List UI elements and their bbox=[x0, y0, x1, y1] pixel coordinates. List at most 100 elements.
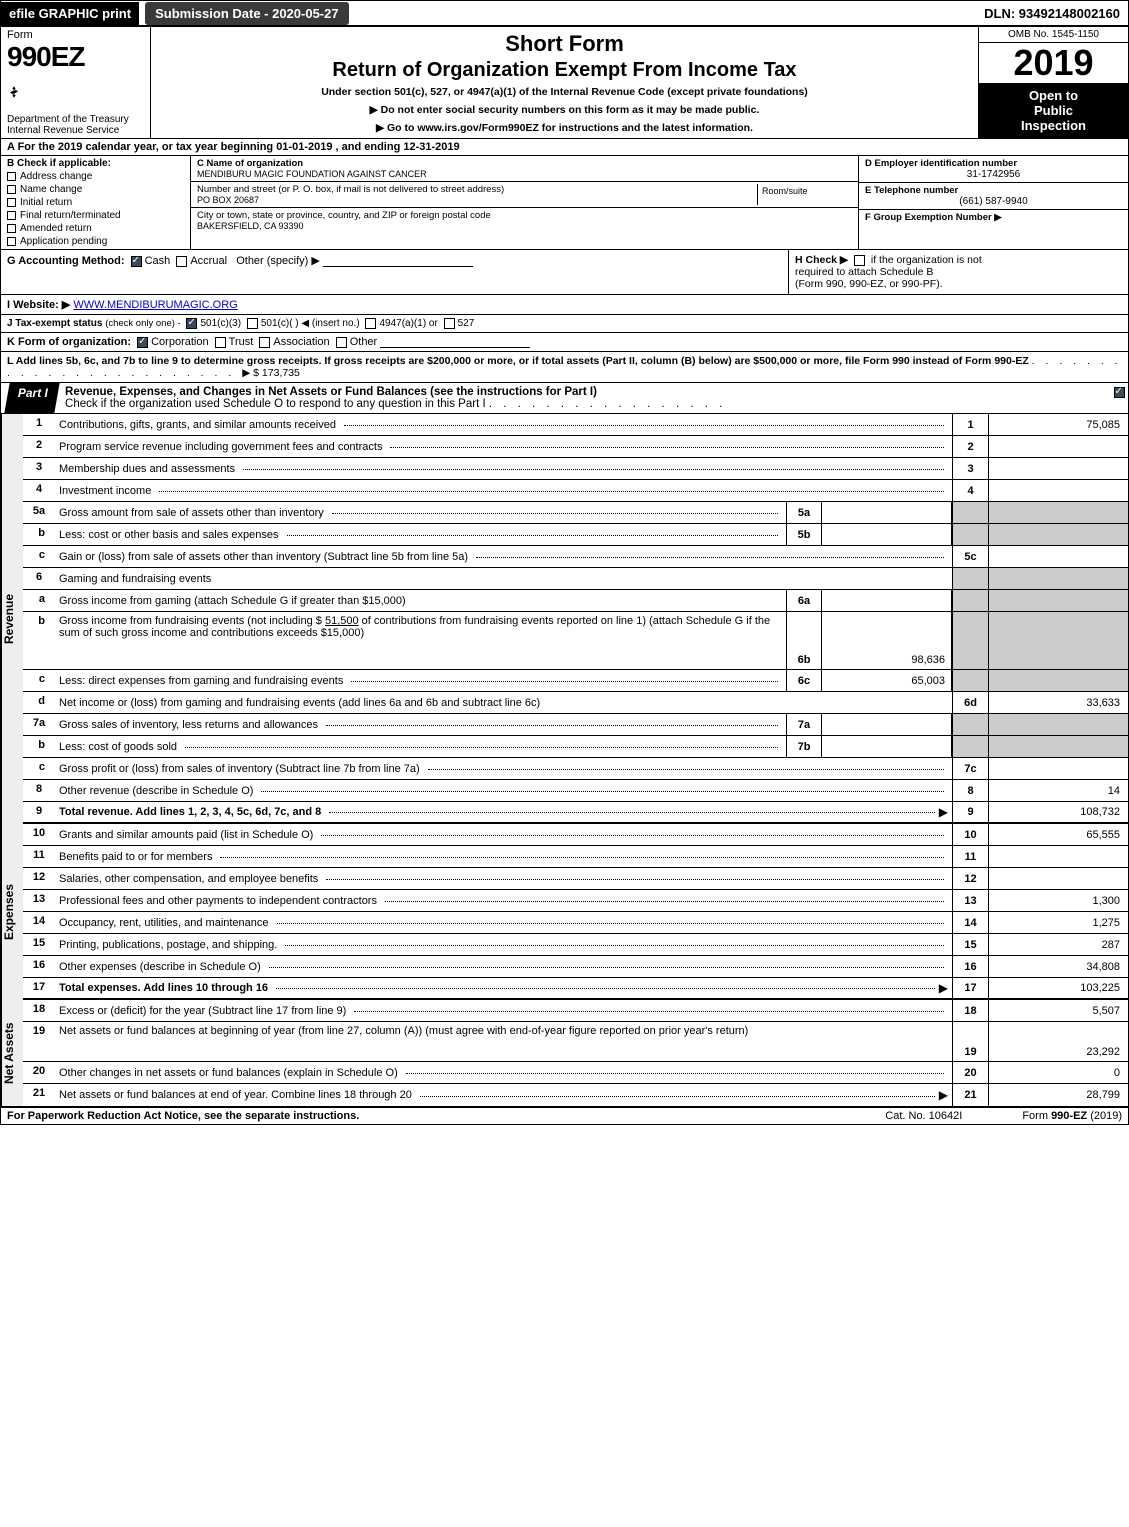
line-6d: d Net income or (loss) from gaming and f… bbox=[23, 692, 1128, 714]
recycle-icon bbox=[7, 85, 21, 99]
org-city: BAKERSFIELD, CA 93390 bbox=[197, 221, 852, 231]
ln-desc: Gaming and fundraising events bbox=[55, 568, 952, 589]
ln-rnum: 11 bbox=[952, 846, 988, 867]
chk-trust[interactable] bbox=[215, 337, 226, 348]
gh-row: G Accounting Method: Cash Accrual Other … bbox=[1, 250, 1128, 295]
k-label: K Form of organization: bbox=[7, 336, 131, 348]
ln-rval: 5,507 bbox=[988, 1000, 1128, 1021]
ln-desc: Occupancy, rent, utilities, and maintena… bbox=[55, 912, 952, 933]
line-6a: a Gross income from gaming (attach Sched… bbox=[23, 590, 1128, 612]
revenue-section: Revenue 1 Contributions, gifts, grants, … bbox=[1, 414, 1128, 824]
chk-4947[interactable] bbox=[365, 318, 376, 329]
ln-rnum: 12 bbox=[952, 868, 988, 889]
form-note-1: ▶ Do not enter social security numbers o… bbox=[161, 104, 968, 116]
ln-num: 11 bbox=[23, 846, 55, 867]
h-label: H Check ▶ bbox=[795, 254, 848, 266]
chk-schedule-o[interactable] bbox=[1114, 387, 1125, 398]
ln-rval: 1,300 bbox=[988, 890, 1128, 911]
ln-num: a bbox=[23, 590, 55, 611]
line-5a: 5a Gross amount from sale of assets othe… bbox=[23, 502, 1128, 524]
d-grp-label: F Group Exemption Number ▶ bbox=[865, 212, 1122, 223]
ln-rval bbox=[988, 480, 1128, 501]
ln-rval-shaded bbox=[988, 524, 1128, 545]
c-name-cell: C Name of organization MENDIBURU MAGIC F… bbox=[197, 158, 852, 179]
submission-date-button[interactable]: Submission Date - 2020-05-27 bbox=[145, 2, 349, 25]
open-line1: Open to bbox=[1029, 88, 1078, 103]
ln-rnum: 18 bbox=[952, 1000, 988, 1021]
ln-mnum: 6b bbox=[786, 612, 822, 669]
chk-501c[interactable] bbox=[247, 318, 258, 329]
j-o4: 527 bbox=[458, 318, 475, 329]
chk-other-org[interactable] bbox=[336, 337, 347, 348]
ln-num: 13 bbox=[23, 890, 55, 911]
open-to-public: Open to Public Inspection bbox=[979, 84, 1128, 138]
ln-num: 7a bbox=[23, 714, 55, 735]
line-4: 4 Investment income 4 bbox=[23, 480, 1128, 502]
checkbox-icon bbox=[7, 224, 16, 233]
ln-mval: 65,003 bbox=[822, 670, 952, 691]
chk-name-change[interactable]: Name change bbox=[7, 184, 184, 195]
line-13: 13 Professional fees and other payments … bbox=[23, 890, 1128, 912]
tax-year: 2019 bbox=[979, 43, 1128, 84]
c-name-row: C Name of organization MENDIBURU MAGIC F… bbox=[191, 156, 858, 182]
chk-h[interactable] bbox=[854, 255, 865, 266]
ln-rnum-shaded bbox=[952, 670, 988, 691]
arrow-icon: ▶ bbox=[939, 805, 948, 819]
ln-rval bbox=[988, 436, 1128, 457]
chk-501c3[interactable] bbox=[186, 318, 197, 329]
ln-desc: Total revenue. Add lines 1, 2, 3, 4, 5c,… bbox=[55, 802, 952, 822]
open-line3: Inspection bbox=[1021, 118, 1086, 133]
chk-amended-return[interactable]: Amended return bbox=[7, 223, 184, 234]
chk-accrual[interactable] bbox=[176, 256, 187, 267]
j-o3: 4947(a)(1) or bbox=[379, 318, 437, 329]
line-18: 18 Excess or (deficit) for the year (Sub… bbox=[23, 1000, 1128, 1022]
checkbox-icon bbox=[7, 198, 16, 207]
ein-value: 31-1742956 bbox=[865, 169, 1122, 180]
tel-value: (661) 587-9940 bbox=[865, 196, 1122, 207]
efile-print-button[interactable]: efile GRAPHIC print bbox=[1, 2, 139, 25]
h-schedule-b: H Check ▶ if the organization is not req… bbox=[788, 250, 1128, 294]
chk-address-change[interactable]: Address change bbox=[7, 171, 184, 182]
ln-desc: Less: cost or other basis and sales expe… bbox=[55, 524, 786, 545]
chk-final-return[interactable]: Final return/terminated bbox=[7, 210, 184, 221]
line-5b: b Less: cost or other basis and sales ex… bbox=[23, 524, 1128, 546]
k-o4: Other bbox=[350, 336, 378, 348]
part1-title-text: Revenue, Expenses, and Changes in Net As… bbox=[65, 386, 597, 398]
g-other-input[interactable] bbox=[323, 255, 473, 267]
ln-rval bbox=[988, 758, 1128, 779]
ln-rnum: 4 bbox=[952, 480, 988, 501]
chk-corporation[interactable] bbox=[137, 337, 148, 348]
ln-rval: 287 bbox=[988, 934, 1128, 955]
chk-label: Initial return bbox=[20, 197, 72, 208]
ln-num: 15 bbox=[23, 934, 55, 955]
ln-rval bbox=[988, 846, 1128, 867]
ln-rnum: 15 bbox=[952, 934, 988, 955]
ln-num: b bbox=[23, 612, 55, 669]
line-21: 21 Net assets or fund balances at end of… bbox=[23, 1084, 1128, 1106]
c-name-label: C Name of organization bbox=[197, 158, 852, 169]
ln-num: 19 bbox=[23, 1022, 55, 1061]
ln-rval: 34,808 bbox=[988, 956, 1128, 977]
chk-cash[interactable] bbox=[131, 256, 142, 267]
col-c-org-info: C Name of organization MENDIBURU MAGIC F… bbox=[191, 156, 858, 249]
ln-rval: 14 bbox=[988, 780, 1128, 801]
line-3: 3 Membership dues and assessments 3 bbox=[23, 458, 1128, 480]
ln-desc: Other changes in net assets or fund bala… bbox=[55, 1062, 952, 1083]
form-page: efile GRAPHIC print Submission Date - 20… bbox=[0, 0, 1129, 1125]
ln-rval: 108,732 bbox=[988, 802, 1128, 822]
line-19: 19 Net assets or fund balances at beginn… bbox=[23, 1022, 1128, 1062]
ln-desc: Net assets or fund balances at beginning… bbox=[55, 1022, 952, 1061]
part1-check-line: Check if the organization used Schedule … bbox=[65, 398, 486, 410]
website-link[interactable]: WWW.MENDIBURUMAGIC.ORG bbox=[73, 299, 237, 311]
ln-num: 10 bbox=[23, 824, 55, 845]
h-text3: (Form 990, 990-EZ, or 990-PF). bbox=[795, 278, 943, 290]
chk-application-pending[interactable]: Application pending bbox=[7, 236, 184, 247]
chk-label: Address change bbox=[20, 171, 92, 182]
ln-mval bbox=[822, 502, 952, 523]
col-b-head: B Check if applicable: bbox=[7, 158, 184, 169]
chk-association[interactable] bbox=[259, 337, 270, 348]
chk-initial-return[interactable]: Initial return bbox=[7, 197, 184, 208]
chk-527[interactable] bbox=[444, 318, 455, 329]
ln-num: 9 bbox=[23, 802, 55, 822]
k-other-input[interactable] bbox=[380, 336, 530, 348]
